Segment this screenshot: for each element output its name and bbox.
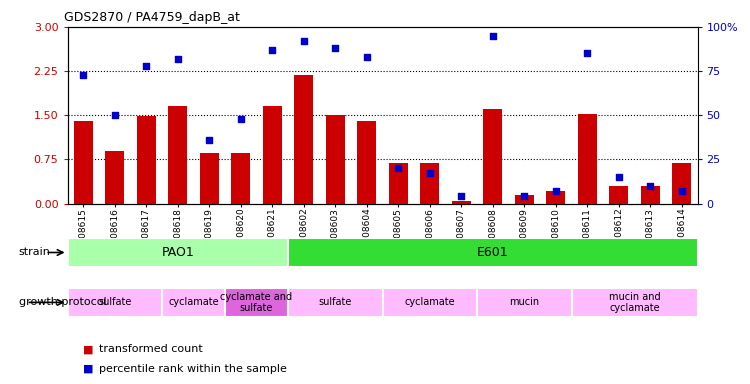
Bar [672, 164, 692, 204]
Bar [225, 288, 288, 317]
Bar [162, 288, 225, 317]
Bar [200, 154, 219, 204]
Point [172, 56, 184, 62]
Text: mucin: mucin [509, 297, 539, 308]
Point [361, 54, 373, 60]
Text: E601: E601 [477, 246, 508, 259]
Bar [477, 288, 572, 317]
Point [235, 116, 247, 122]
Text: cyclamate: cyclamate [404, 297, 455, 308]
Bar [382, 288, 477, 317]
Bar [74, 121, 93, 204]
Point [424, 170, 436, 177]
Point [644, 183, 656, 189]
Bar [572, 288, 698, 317]
Bar [231, 154, 251, 204]
Bar [68, 238, 288, 267]
Text: percentile rank within the sample: percentile rank within the sample [99, 364, 286, 374]
Bar [288, 238, 698, 267]
Point [298, 38, 310, 44]
Bar [136, 116, 156, 204]
Text: ■: ■ [82, 344, 93, 354]
Bar [326, 115, 345, 204]
Text: growth protocol: growth protocol [19, 297, 106, 308]
Bar [514, 195, 534, 204]
Bar [262, 106, 282, 204]
Bar [578, 114, 597, 204]
Point [581, 50, 593, 56]
Bar [609, 186, 628, 204]
Bar [420, 164, 440, 204]
Point [518, 194, 530, 200]
Text: ■: ■ [82, 364, 93, 374]
Point [266, 47, 278, 53]
Point [329, 45, 341, 51]
Point [77, 71, 89, 78]
Bar [640, 186, 660, 204]
Text: sulfate: sulfate [98, 297, 131, 308]
Point [455, 194, 467, 200]
Text: cyclamate: cyclamate [168, 297, 219, 308]
Bar [483, 109, 502, 204]
Bar [546, 190, 566, 204]
Bar [68, 288, 162, 317]
Bar [288, 288, 382, 317]
Point [392, 165, 404, 171]
Point [109, 112, 121, 118]
Point [140, 63, 152, 69]
Text: strain: strain [19, 247, 51, 258]
Text: mucin and
cyclamate: mucin and cyclamate [609, 291, 660, 313]
Bar [388, 164, 408, 204]
Bar [105, 151, 125, 204]
Point [613, 174, 625, 180]
Point [676, 188, 688, 194]
Text: GDS2870 / PA4759_dapB_at: GDS2870 / PA4759_dapB_at [64, 11, 240, 24]
Bar [452, 200, 471, 204]
Text: transformed count: transformed count [99, 344, 202, 354]
Text: PAO1: PAO1 [161, 246, 194, 259]
Bar [294, 75, 314, 204]
Bar [168, 106, 188, 204]
Point [487, 33, 499, 39]
Text: cyclamate and
sulfate: cyclamate and sulfate [220, 291, 292, 313]
Point [550, 188, 562, 194]
Bar [357, 121, 376, 204]
Point [203, 137, 215, 143]
Text: sulfate: sulfate [319, 297, 352, 308]
